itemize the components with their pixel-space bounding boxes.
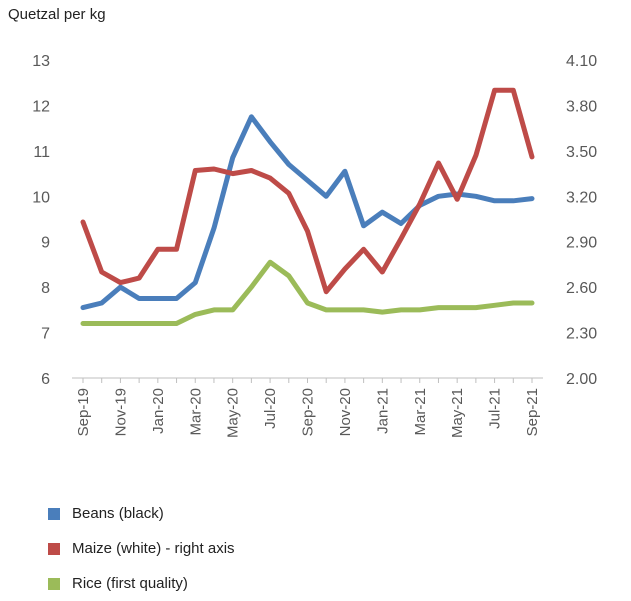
- x-tick-label: Jul-21: [487, 388, 504, 429]
- series-line-beans: [80, 114, 535, 311]
- x-tick-label: Jul-20: [262, 388, 279, 429]
- y-left-tick-label: 11: [33, 144, 50, 161]
- legend-label-maize: Maize (white) - right axis: [72, 540, 235, 557]
- x-tick-label: Sep-19: [75, 388, 92, 436]
- legend: Beans (black) Maize (white) - right axis…: [48, 496, 235, 601]
- series-line-maize: [80, 87, 535, 295]
- x-tick-label: Mar-20: [187, 388, 204, 436]
- y-left-tick-label: 13: [32, 53, 50, 70]
- x-tick-label: Jan-20: [150, 388, 167, 434]
- y-left-tick-label: 6: [41, 371, 50, 388]
- legend-item-rice: Rice (first quality): [48, 566, 235, 601]
- x-tick-label: Sep-21: [524, 388, 541, 436]
- legend-item-maize: Maize (white) - right axis: [48, 531, 235, 566]
- y-right-tick-label: 4.10: [566, 53, 597, 70]
- x-tick-label: Sep-20: [300, 388, 317, 436]
- y-left-tick-label: 10: [32, 189, 50, 206]
- x-tick-label: Mar-21: [412, 388, 429, 436]
- y-left-tick-label: 7: [41, 326, 50, 343]
- legend-swatch-rice: [48, 577, 60, 590]
- legend-label-beans: Beans (black): [72, 505, 164, 522]
- y-left-tick-label: 12: [32, 98, 50, 115]
- y-left-tick-label: 9: [41, 235, 50, 252]
- y-right-tick-label: 3.20: [566, 189, 597, 206]
- legend-swatch-maize: [48, 542, 60, 555]
- x-tick-label: May-20: [225, 388, 242, 438]
- y-right-tick-label: 2.30: [566, 326, 597, 343]
- legend-item-beans: Beans (black): [48, 496, 235, 531]
- y-right-tick-label: 3.80: [566, 98, 597, 115]
- y-right-tick-label: 3.50: [566, 144, 597, 161]
- x-tick-label: Nov-20: [337, 388, 354, 436]
- y-right-tick-label: 2.90: [566, 235, 597, 252]
- legend-swatch-beans: [48, 507, 60, 520]
- y-left-tick-label: 8: [41, 280, 50, 297]
- x-tick-label: May-21: [449, 388, 466, 438]
- x-tick-label: Jan-21: [374, 388, 391, 434]
- y-axis-unit-label: Quetzal per kg: [8, 6, 106, 23]
- x-tick-label: Nov-19: [112, 388, 129, 436]
- line-chart: 6 7 8 9 10 11 12 13 2.00 2.30 2.60 2.90 3.20 3.50 3.80…: [32, 53, 597, 438]
- y-right-tick-label: 2.60: [566, 280, 597, 297]
- legend-label-rice: Rice (first quality): [72, 575, 188, 592]
- y-right-tick-label: 2.00: [566, 371, 597, 388]
- series-line-rice: [80, 259, 535, 326]
